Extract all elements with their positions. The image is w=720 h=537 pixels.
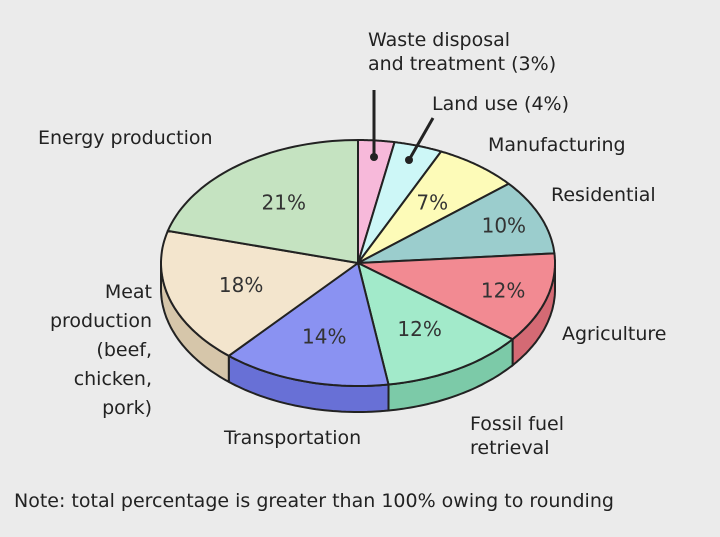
slice-value-label-8: 21% xyxy=(262,190,306,214)
label-agriculture: Agriculture xyxy=(562,323,667,345)
label-energy: Energy production xyxy=(38,127,213,149)
pie-slice-6 xyxy=(227,262,390,387)
leader-line-land-use xyxy=(407,117,435,161)
pie-slice-3 xyxy=(357,182,556,264)
slice-value-label-5: 12% xyxy=(397,317,441,341)
pie-slice-7 xyxy=(160,229,359,357)
label-waste-line1: Waste disposal xyxy=(368,29,511,51)
label-fossil-line1: Fossil fuel xyxy=(470,413,564,435)
pie-slice-4 xyxy=(357,252,556,341)
label-meat-line4: chicken, xyxy=(73,368,152,390)
label-meat-line5: pork) xyxy=(102,397,152,419)
pie-slice-2 xyxy=(357,150,510,264)
leader-dot-waste xyxy=(370,153,378,161)
slice-value-label-7: 18% xyxy=(219,273,263,297)
leader-dot-land-use xyxy=(405,156,413,164)
label-meat: Meat production (beef, chicken, pork) xyxy=(50,278,152,423)
label-waste: Waste disposal and treatment (3%) xyxy=(368,28,556,76)
slice-value-label-2: 7% xyxy=(416,190,448,214)
pie-slice-5 xyxy=(357,262,514,386)
label-meat-line3: (beef, xyxy=(96,339,152,361)
label-fossil-fuel: Fossil fuel retrieval xyxy=(470,412,564,460)
label-manufacturing: Manufacturing xyxy=(488,134,626,156)
pie-slice-8 xyxy=(166,139,359,264)
label-fossil-line2: retrieval xyxy=(470,437,550,459)
label-land-use: Land use (4%) xyxy=(432,93,570,115)
label-meat-line2: production xyxy=(49,310,152,332)
slice-value-label-4: 12% xyxy=(481,279,525,303)
label-residential: Residential xyxy=(551,184,656,206)
label-waste-line2: and treatment (3%) xyxy=(368,53,557,75)
chart-note: Note: total percentage is greater than 1… xyxy=(14,490,614,512)
label-meat-line1: Meat xyxy=(104,281,152,303)
slice-value-label-3: 10% xyxy=(482,214,526,238)
label-transportation: Transportation xyxy=(224,427,362,449)
slice-value-label-6: 14% xyxy=(302,324,346,348)
